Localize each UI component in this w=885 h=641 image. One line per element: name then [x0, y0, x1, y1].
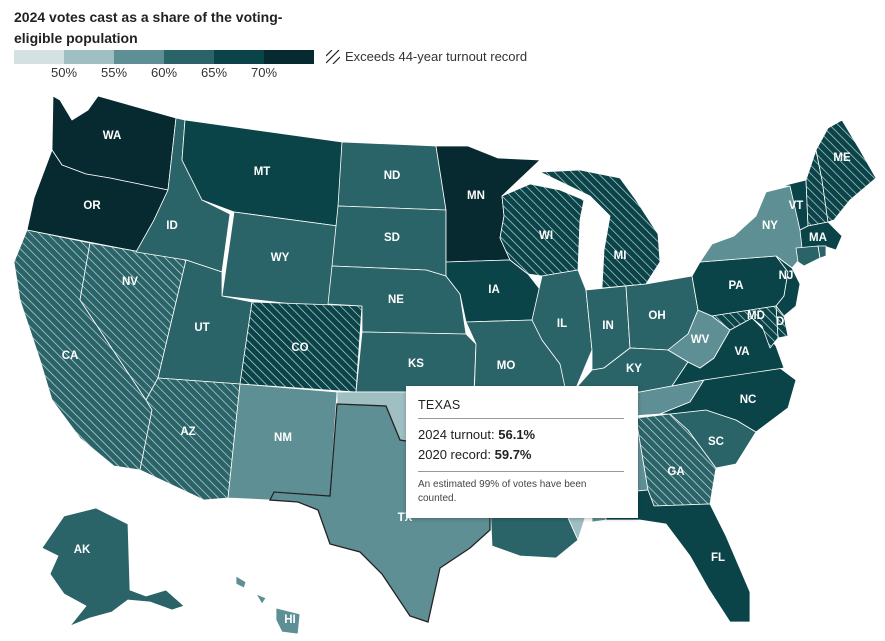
state-label-PA: PA: [728, 280, 743, 292]
state-label-FL: FL: [711, 552, 725, 564]
state-label-MN: MN: [467, 190, 485, 202]
state-tooltip: TEXAS 2024 turnout: 56.1% 2020 record: 5…: [406, 386, 638, 518]
tooltip-turnout-line: 2024 turnout: 56.1%: [418, 425, 624, 445]
state-label-VT: VT: [789, 200, 804, 212]
tooltip-divider-2: [418, 471, 624, 472]
tooltip-record-line: 2020 record: 59.7%: [418, 445, 624, 465]
state-label-NV: NV: [122, 276, 138, 288]
state-label-SC: SC: [708, 436, 724, 448]
state-FL[interactable]: [603, 489, 751, 623]
tooltip-turnout-value: 56.1%: [498, 427, 536, 442]
legend-hatch-swatch: [326, 50, 340, 64]
state-label-AK: AK: [74, 544, 91, 556]
state-label-VA: VA: [734, 346, 749, 358]
tooltip-note: An estimated 99% of votes have been coun…: [418, 479, 587, 504]
state-label-NE: NE: [388, 294, 404, 306]
state-CT[interactable]: [795, 245, 821, 267]
state-label-CO: CO: [291, 342, 308, 354]
state-label-ME: ME: [833, 152, 851, 164]
state-NY[interactable]: [699, 185, 805, 269]
legend: 50% 55% 60% 65% 70% Exceeds 44-year turn…: [14, 49, 554, 90]
state-AZ[interactable]: [139, 377, 241, 501]
tooltip-record-label: 2020 record:: [418, 447, 491, 462]
state-label-WA: WA: [103, 130, 122, 142]
state-label-WI: WI: [539, 230, 553, 242]
legend-swatch-1: [14, 50, 64, 64]
state-label-MA: MA: [809, 232, 827, 244]
state-label-WV: WV: [691, 334, 710, 346]
chart-title: 2024 votes cast as a share of the voting…: [14, 9, 283, 46]
state-label-IL: IL: [557, 318, 567, 330]
state-label-IA: IA: [488, 284, 500, 296]
legend-tick-70: 70%: [250, 65, 278, 80]
legend-tick-50: 50%: [50, 65, 78, 80]
state-label-SD: SD: [384, 232, 400, 244]
state-label-WY: WY: [271, 252, 290, 264]
state-label-UT: UT: [194, 322, 209, 334]
legend-swatch-4: [164, 50, 214, 64]
state-label-OH: OH: [648, 310, 665, 322]
legend-hatch-label: Exceeds 44-year turnout record: [345, 49, 528, 64]
state-label-NC: NC: [740, 394, 757, 406]
legend-tick-55: 55%: [100, 65, 128, 80]
state-NC[interactable]: [659, 367, 797, 433]
state-label-ND: ND: [384, 170, 401, 182]
tooltip-divider: [418, 418, 624, 419]
tooltip-turnout-label: 2024 turnout:: [418, 427, 495, 442]
legend-swatch-5: [214, 50, 264, 64]
state-label-MT: MT: [254, 166, 271, 178]
state-label-CA: CA: [62, 350, 79, 362]
state-label-DE: DE: [776, 316, 792, 328]
state-label-HI: HI: [284, 614, 296, 626]
state-label-NM: NM: [274, 432, 292, 444]
state-label-KS: KS: [408, 358, 424, 370]
legend-swatch-2: [64, 50, 114, 64]
legend-tick-60: 60%: [150, 65, 178, 80]
legend-tick-65: 65%: [200, 65, 228, 80]
tooltip-state-name: TEXAS: [418, 398, 461, 412]
state-label-ID: ID: [166, 220, 178, 232]
state-label-KY: KY: [626, 363, 642, 375]
legend-swatch-6: [264, 50, 314, 64]
state-HI[interactable]: [235, 575, 301, 635]
tooltip-record-value: 59.7%: [494, 447, 532, 462]
state-AK[interactable]: [41, 507, 185, 627]
state-label-MI: MI: [614, 250, 627, 262]
legend-swatch-3: [114, 50, 164, 64]
state-label-GA: GA: [667, 466, 684, 478]
state-RI[interactable]: [817, 245, 827, 259]
state-label-OR: OR: [83, 200, 101, 212]
state-label-NJ: NJ: [779, 270, 794, 282]
state-label-MD: MD: [747, 310, 765, 322]
state-label-NY: NY: [762, 220, 778, 232]
state-label-MO: MO: [497, 360, 516, 372]
state-label-AZ: AZ: [180, 426, 195, 438]
state-label-IN: IN: [602, 320, 614, 332]
